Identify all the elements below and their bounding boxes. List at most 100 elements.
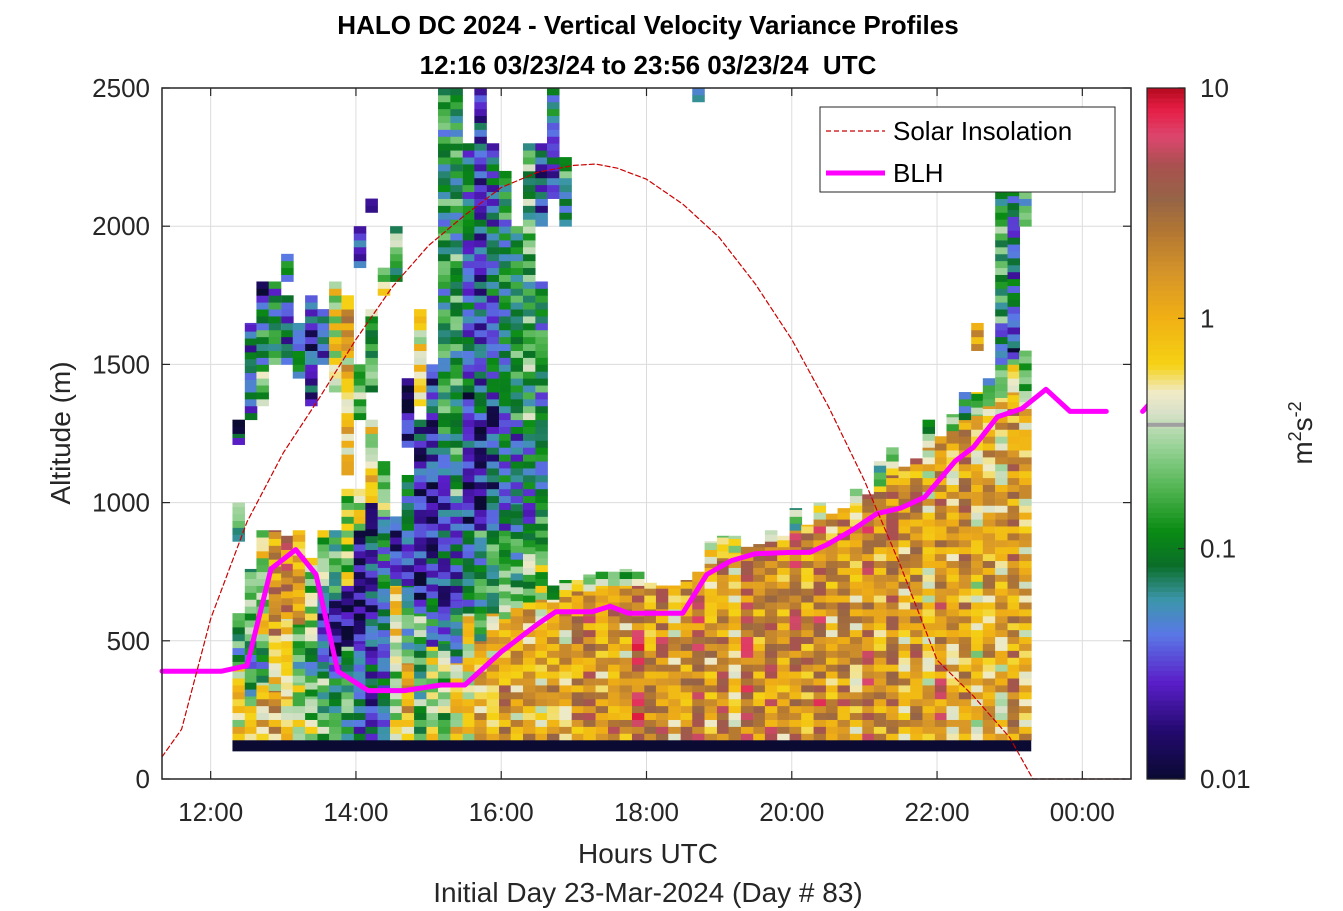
heatmap-cell (450, 461, 463, 469)
heatmap-cell (438, 322, 451, 331)
heatmap-cell (559, 157, 572, 165)
heatmap-cell (414, 564, 427, 573)
heatmap-cell (571, 726, 585, 734)
heatmap-cell (946, 567, 960, 575)
heatmap-cell (268, 322, 282, 331)
colorbar-step (1147, 102, 1185, 109)
heatmap-cell (958, 405, 972, 414)
heatmap-cell (1007, 498, 1021, 506)
heatmap-cell (789, 678, 803, 686)
colorbar-step (1147, 305, 1185, 311)
heatmap-cell (1007, 726, 1021, 734)
heatmap-cell (873, 664, 887, 672)
heatmap-cell (426, 440, 439, 448)
heatmap-cell (873, 636, 887, 644)
heatmap-cell (958, 519, 972, 527)
colorbar-tick-label-2: 0.1 (1200, 534, 1236, 564)
heatmap-cell (486, 281, 500, 289)
heatmap-cell (971, 602, 984, 610)
heatmap-cell (474, 357, 487, 365)
heatmap-cell (426, 392, 439, 400)
heatmap-cell (995, 383, 1008, 392)
heatmap-cell (873, 615, 887, 624)
heatmap-cell (414, 509, 427, 517)
heatmap-cell (438, 219, 451, 227)
heatmap-cell (692, 671, 705, 679)
heatmap-cell (462, 233, 476, 241)
heatmap-cell (546, 636, 560, 644)
heatmap-cell (535, 329, 548, 338)
heatmap-cell (486, 412, 500, 421)
heatmap-cell (825, 726, 839, 734)
heatmap-cell (898, 477, 912, 486)
heatmap-cell (934, 519, 948, 527)
heatmap-cell (232, 726, 245, 734)
heatmap-cell (438, 599, 451, 607)
heatmap-cell (438, 378, 451, 386)
heatmap-cell (583, 622, 596, 631)
heatmap-cell (510, 233, 524, 241)
heatmap-cell (862, 546, 875, 555)
heatmap-cell (946, 691, 960, 700)
heatmap-cell (523, 615, 536, 624)
heatmap-cell (898, 588, 912, 596)
heatmap-cell (644, 602, 657, 610)
heatmap-cell (873, 685, 887, 693)
heatmap-cell (740, 643, 754, 651)
heatmap-cell (474, 640, 487, 644)
heatmap-cell (764, 650, 778, 658)
heatmap-cell (668, 726, 681, 734)
heatmap-cell (753, 622, 766, 631)
heatmap-cell (849, 567, 863, 575)
heatmap-cell (474, 398, 487, 407)
heatmap-cell (523, 150, 536, 158)
heatmap-cell (292, 582, 306, 591)
heatmap-cell (353, 685, 367, 693)
heatmap-cell (631, 698, 645, 707)
heatmap-cell (862, 685, 875, 693)
heatmap-cell (546, 585, 560, 593)
heatmap-cell (546, 136, 560, 144)
heatmap-cell (595, 629, 609, 638)
heatmap-cell (995, 240, 1008, 248)
heatmap-cell (922, 705, 936, 714)
heatmap-cell (946, 430, 960, 437)
heatmap-cell (377, 636, 391, 644)
colorbar-unit-exp2: -2 (1285, 401, 1305, 417)
heatmap-cell (486, 398, 500, 407)
heatmap-cell (268, 690, 282, 693)
heatmap-cell (716, 719, 730, 727)
heatmap-cell (849, 602, 863, 610)
colorbar-tick-label-1: 1 (1200, 303, 1214, 333)
heatmap-cell (486, 316, 500, 324)
heatmap-cell (982, 484, 996, 492)
heatmap-cell (256, 633, 269, 642)
heatmap-cell (499, 664, 512, 672)
heatmap-cell (329, 557, 342, 566)
heatmap-cell (426, 584, 439, 592)
heatmap-cell (329, 322, 342, 331)
heatmap-cell (268, 733, 282, 741)
heatmap-cell (317, 719, 330, 727)
heatmap-cell (740, 685, 754, 693)
heatmap-cell (958, 671, 972, 679)
heatmap-cell (499, 671, 512, 679)
heatmap-cell (546, 622, 560, 631)
heatmap-cell (499, 523, 512, 531)
heatmap-cell (474, 705, 487, 714)
heatmap-cell (305, 613, 318, 621)
heatmap-cell (982, 450, 996, 458)
heatmap-cell (1019, 698, 1032, 707)
heatmap-cell (450, 628, 463, 636)
heatmap-cell (401, 412, 415, 421)
heatmap-cell (631, 595, 645, 603)
heatmap-cell (450, 733, 463, 741)
heatmap-cell (982, 698, 996, 707)
heatmap-cell (595, 712, 609, 720)
colorbar-step (1147, 700, 1185, 706)
heatmap-cell (474, 392, 487, 400)
heatmap-cell (608, 585, 621, 589)
heatmap-cell (837, 719, 851, 727)
heatmap-cell (462, 523, 476, 531)
heatmap-cell (680, 678, 694, 686)
